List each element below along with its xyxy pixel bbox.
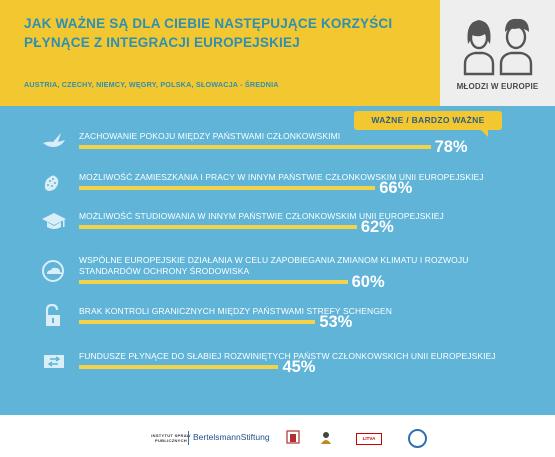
eu-stars-icon <box>41 170 67 194</box>
open-lock-icon <box>41 303 67 328</box>
legend-badge: WAŻNE / BARDZO WAŻNE <box>354 111 502 137</box>
partner-logo-3: LITVA <box>356 433 382 445</box>
isp-logo: INSTYTUT SPRAW PUBLICZNYCH <box>151 433 191 443</box>
bar-value-label: 62% <box>360 218 394 236</box>
dove-icon <box>41 129 67 153</box>
partner-logo-4 <box>408 429 427 448</box>
bar <box>79 225 357 229</box>
partner-logo-1 <box>286 430 300 444</box>
bar <box>79 186 376 190</box>
chart-panel <box>0 106 555 415</box>
bar-label: FUNDUSZE PŁYNĄCE DO SŁABIEJ ROZWINIĘTYCH… <box>79 351 496 361</box>
bar <box>79 280 348 284</box>
money-icon <box>41 349 67 373</box>
bar-label: MOŻLIWOŚĆ STUDIOWANIA W INNYM PAŃSTWIE C… <box>79 211 444 221</box>
bar-value-label: 78% <box>434 138 468 156</box>
globe-cloud-icon <box>41 259 67 283</box>
bar-label: ZACHOWANIE POKOJU MIĘDZY PAŃSTWAMI CZŁON… <box>79 131 341 141</box>
logo-separator <box>188 431 189 445</box>
bar-value-label: 66% <box>379 179 413 197</box>
chart-subtitle: AUSTRIA, CZECHY, NIEMCY, WĘGRY, POLSKA, … <box>24 80 279 89</box>
partner-logo-2 <box>321 432 331 444</box>
bar-value-label: 60% <box>351 273 385 291</box>
chart-title: JAK WAŻNE SĄ DLA CIEBIE NASTĘPUJĄCE KORZ… <box>24 16 393 50</box>
bar-value-label: 45% <box>282 358 316 376</box>
brand-label: MŁODZI W EUROPIE <box>456 82 539 91</box>
bar-label: BRAK KONTROLI GRANICZNYCH MIĘDZY PAŃSTWA… <box>79 306 392 316</box>
bertelsmann-logo: BertelsmannStiftung <box>193 432 270 442</box>
bar-label: WSPÓLNE EUROPEJSKIE DZIAŁANIA W CELU ZAP… <box>79 255 469 276</box>
footer: INSTYTUT SPRAW PUBLICZNYCH BertelsmannSt… <box>0 415 555 457</box>
header: JAK WAŻNE SĄ DLA CIEBIE NASTĘPUJĄCE KORZ… <box>0 0 440 106</box>
bar-value-label: 53% <box>319 313 353 331</box>
bar <box>79 365 279 369</box>
graduation-cap-icon <box>41 209 67 233</box>
brand-panel: MŁODZI W EUROPIE <box>440 0 555 106</box>
bar <box>79 145 431 149</box>
young-people-icon <box>463 18 533 76</box>
bar <box>79 320 316 324</box>
bar-label: MOŻLIWOŚĆ ZAMIESZKANIA I PRACY W INNYM P… <box>79 172 484 182</box>
